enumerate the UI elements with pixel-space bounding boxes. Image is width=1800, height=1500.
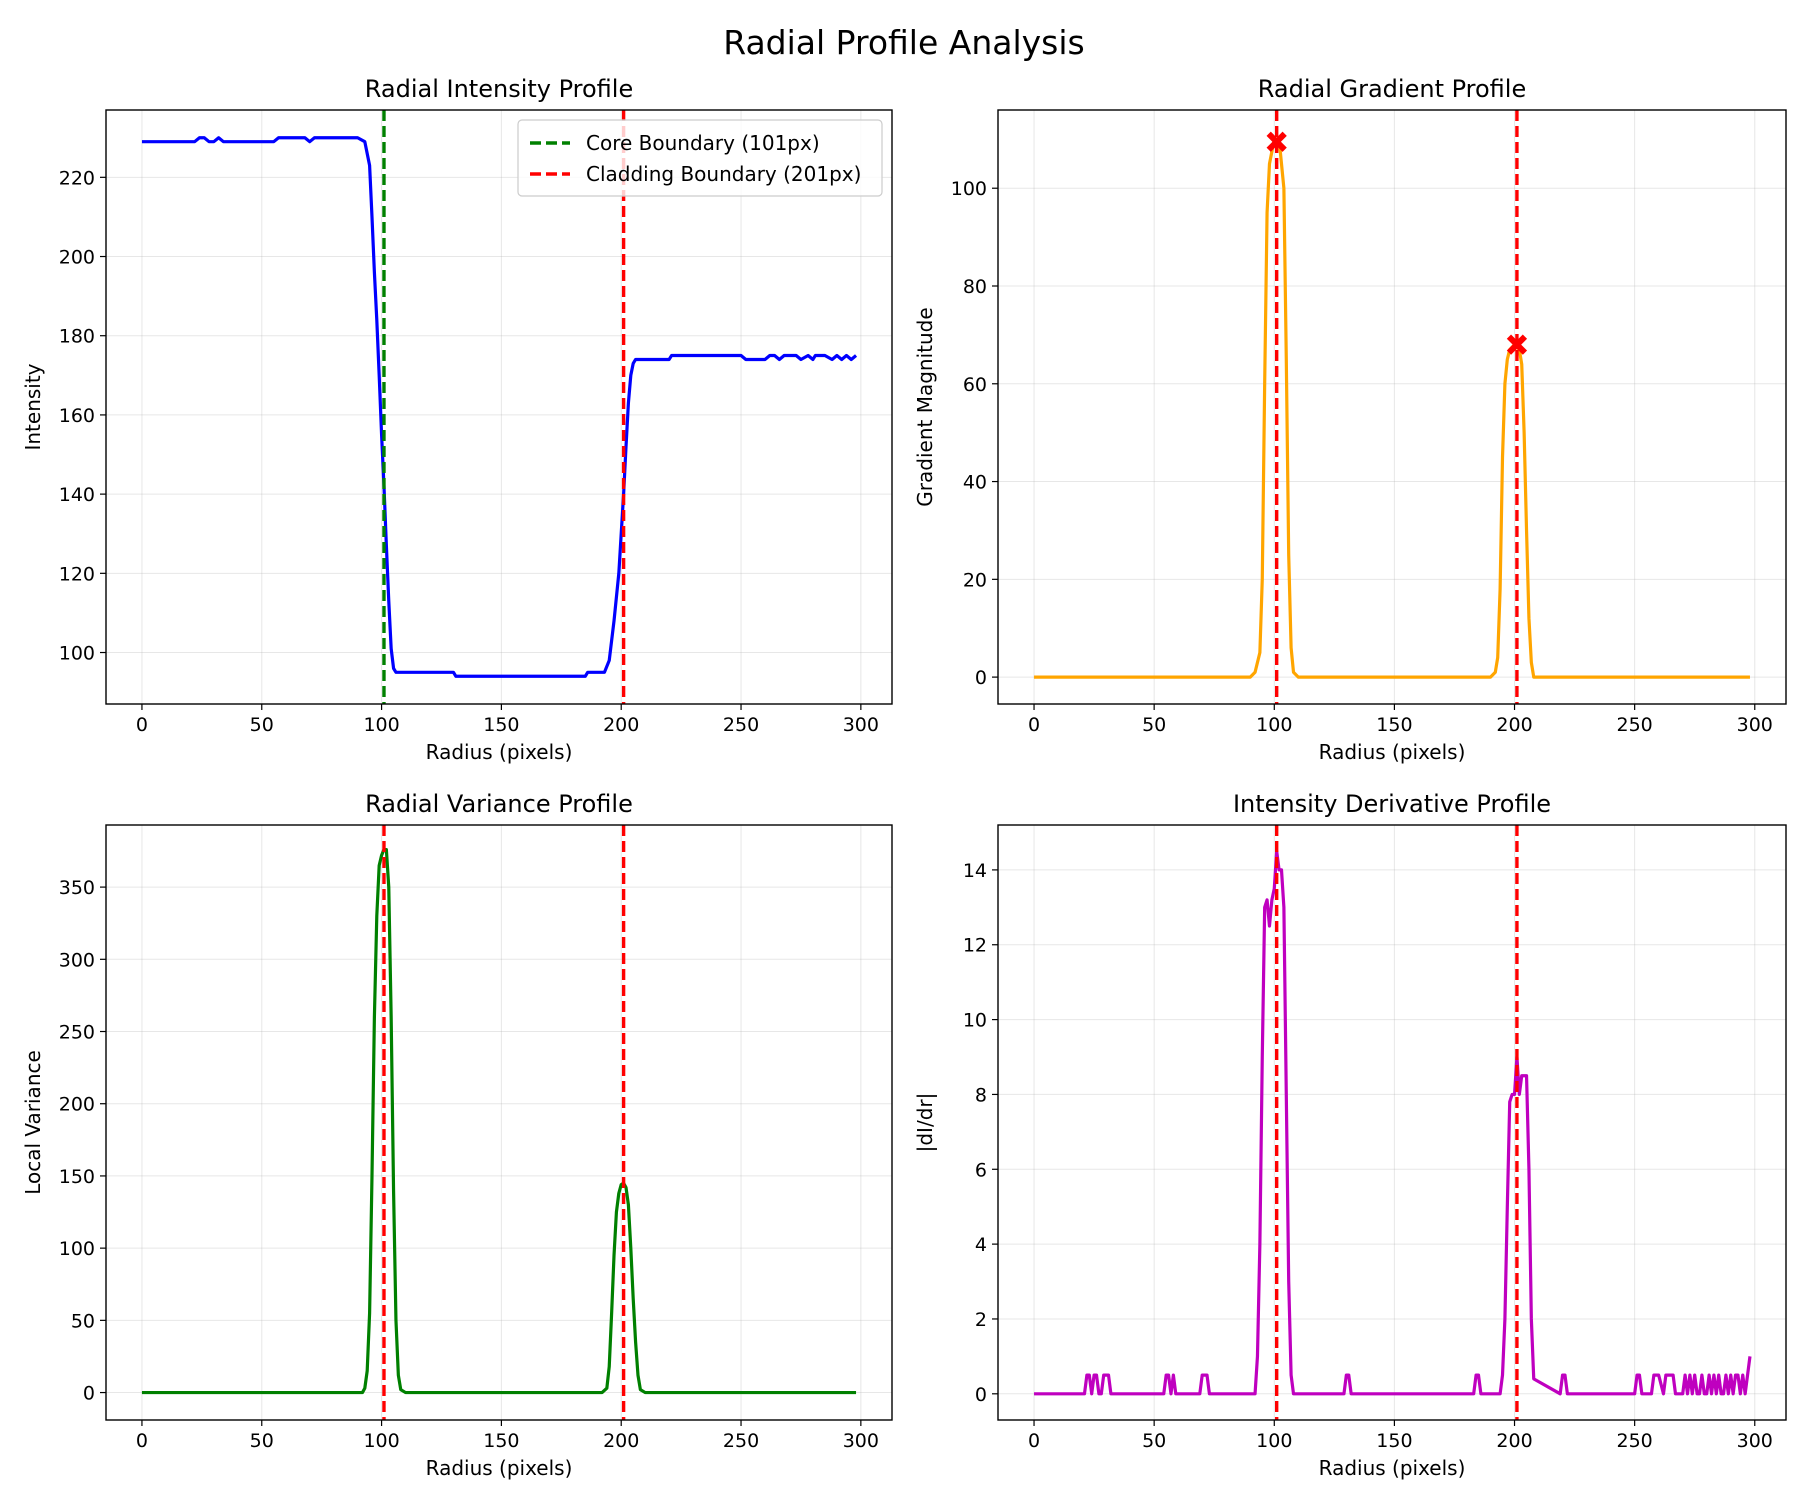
x-tick-label: 250 (723, 714, 759, 736)
x-tick-label: 250 (1617, 714, 1653, 736)
x-tick-label: 100 (1256, 714, 1292, 736)
y-tick-label: 40 (963, 472, 987, 494)
y-tick-label: 220 (59, 167, 95, 189)
y-tick-label: 350 (59, 877, 95, 899)
y-tick-label: 4 (975, 1234, 987, 1256)
axes-frame (105, 109, 893, 705)
y-axis-label: Local Variance (21, 1050, 45, 1195)
y-axis-label: Gradient Magnitude (913, 307, 937, 506)
axes-frame (997, 109, 1787, 705)
x-tick-label: 150 (483, 714, 519, 736)
y-tick-label: 6 (975, 1159, 987, 1181)
y-tick-label: 140 (59, 484, 95, 506)
subplot-title: Radial Intensity Profile (365, 75, 633, 103)
axes-frame (105, 824, 893, 1421)
y-tick-label: 0 (975, 1384, 987, 1406)
x-tick-label: 50 (250, 714, 274, 736)
subplot-title: Intensity Derivative Profile (1233, 790, 1551, 818)
plot-area (1034, 825, 1752, 1420)
x-tick-label: 0 (136, 714, 148, 736)
y-tick-label: 150 (59, 1166, 95, 1188)
x-tick-label: 250 (1617, 1430, 1653, 1452)
figure-title: Radial Profile Analysis (723, 23, 1085, 62)
x-tick-label: 100 (1256, 1430, 1292, 1452)
x-tick-label: 50 (1142, 1430, 1166, 1452)
x-tick-label: 200 (1496, 1430, 1532, 1452)
y-tick-label: 12 (963, 935, 987, 957)
y-tick-label: 20 (963, 569, 987, 591)
axes-frame (997, 824, 1787, 1421)
x-tick-label: 300 (1737, 714, 1773, 736)
x-tick-label: 300 (1737, 1430, 1773, 1452)
x-tick-label: 300 (843, 1430, 879, 1452)
y-axis-label: Intensity (21, 363, 45, 450)
subplot-4: 0 50 100 150 200 250 300 0 2 4 6 8 10 12 14 Intensity D… (913, 790, 1787, 1480)
x-axis-label: Radius (pixels) (426, 740, 573, 764)
plot-area (141, 110, 858, 704)
subplot-title: Radial Variance Profile (365, 790, 633, 818)
x-axis-label: Radius (pixels) (426, 1456, 573, 1480)
series-line (141, 136, 858, 678)
subplot-1: 0 50 100 150 200 250 300 100 120 140 160 180 200 220 R… (21, 75, 893, 764)
legend-entry: Cladding Boundary (201px) (586, 162, 861, 186)
subplot-title: Radial Gradient Profile (1258, 75, 1526, 103)
y-tick-label: 100 (59, 643, 95, 665)
x-axis-label: Radius (pixels) (1319, 740, 1466, 764)
peak-marker (1506, 334, 1528, 355)
legend-box (517, 119, 883, 197)
x-tick-label: 0 (136, 1430, 148, 1452)
x-axis-label: Radius (pixels) (1319, 1456, 1466, 1480)
y-tick-label: 250 (59, 1022, 95, 1044)
series-line (141, 847, 857, 1395)
y-tick-label: 0 (975, 667, 987, 689)
x-tick-label: 150 (1376, 714, 1412, 736)
x-tick-label: 300 (843, 714, 879, 736)
x-tick-label: 200 (1496, 714, 1532, 736)
x-tick-label: 250 (723, 1430, 759, 1452)
legend-entry: Core Boundary (101px) (586, 131, 820, 155)
y-tick-label: 160 (59, 405, 95, 427)
series-line (1034, 137, 1750, 679)
x-tick-label: 100 (363, 714, 399, 736)
y-tick-label: 10 (963, 1010, 987, 1032)
y-tick-label: 8 (975, 1084, 987, 1106)
legend: Core Boundary (101px) Cladding Boundary (… (517, 119, 883, 197)
x-tick-label: 150 (1376, 1430, 1412, 1452)
subplot-3: 0 50 100 150 200 250 300 0 50 100 150 200 250 300 350 R… (21, 790, 893, 1480)
x-tick-label: 50 (250, 1430, 274, 1452)
peak-marker (1266, 131, 1287, 152)
subplot-2: 0 50 100 150 200 250 300 0 20 40 60 80 100 Radial Gra… (913, 75, 1787, 764)
marker-x (1506, 334, 1528, 355)
series-line (1034, 849, 1752, 1396)
y-tick-label: 300 (59, 949, 95, 971)
y-tick-label: 80 (963, 276, 987, 298)
x-tick-label: 200 (603, 714, 639, 736)
y-axis-label: |dI/dr| (913, 1093, 937, 1153)
y-tick-label: 100 (951, 178, 987, 200)
plot-area (1034, 110, 1750, 704)
y-tick-label: 200 (59, 247, 95, 269)
y-tick-label: 100 (59, 1238, 95, 1260)
x-tick-label: 150 (483, 1430, 519, 1452)
x-tick-label: 100 (363, 1430, 399, 1452)
x-tick-label: 200 (603, 1430, 639, 1452)
x-tick-label: 0 (1028, 714, 1040, 736)
y-tick-label: 14 (963, 860, 987, 882)
y-tick-label: 180 (59, 326, 95, 348)
y-tick-label: 2 (975, 1309, 987, 1331)
y-tick-label: 120 (59, 563, 95, 585)
x-tick-label: 0 (1028, 1430, 1040, 1452)
subplots: 0 50 100 150 200 250 300100120140160180200220R… (21, 75, 1787, 1480)
y-tick-label: 0 (83, 1383, 95, 1405)
y-tick-label: 200 (59, 1094, 95, 1116)
x-tick-label: 50 (1142, 714, 1166, 736)
y-tick-label: 50 (71, 1310, 95, 1332)
plot-area (141, 825, 857, 1420)
marker-x (1266, 131, 1287, 152)
y-tick-label: 60 (963, 374, 987, 396)
